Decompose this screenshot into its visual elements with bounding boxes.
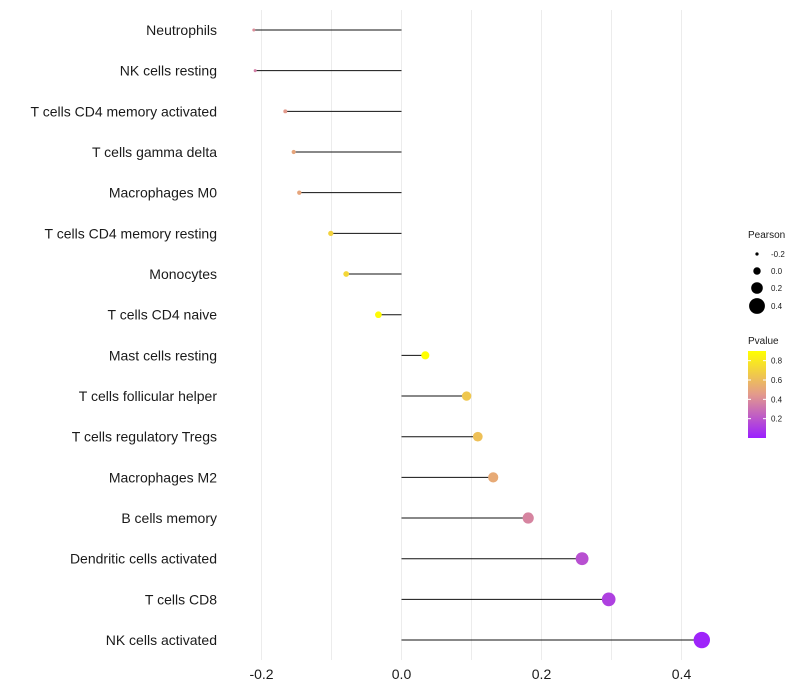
category-label: Monocytes [149,266,217,282]
pvalue-legend-label: 0.6 [771,376,783,385]
lollipop-dot [601,592,616,607]
lollipop-dot [291,149,296,155]
pvalue-legend-title: Pvalue [748,336,779,347]
pearson-legend-label: 0.2 [771,284,783,293]
category-labels: Neutrophils NK cells resting T cells CD4 m… [31,22,218,648]
lollipop-dot [421,351,430,360]
lollipop-dot [297,190,302,195]
x-tick-label: 0.2 [532,666,552,682]
pearson-legend-label: 0.4 [771,302,783,311]
pvalue-colorbar [748,351,766,438]
category-label: T cells CD4 memory resting [45,225,217,241]
pearson-legend: Pearson -0.2 0.0 0.2 0.4 [748,230,785,314]
pearson-legend-dot [755,252,759,256]
lollipop-dot [375,311,382,319]
lollipop-dots [252,28,711,649]
category-label: Dendritic cells activated [70,551,217,567]
category-label: T cells CD4 memory activated [31,103,217,119]
category-label: NK cells resting [120,63,217,79]
category-label: T cells CD4 naive [108,307,218,323]
lollipop-dot [472,431,483,442]
x-axis-ticks: -0.2 0.0 0.2 0.4 [249,666,691,682]
category-label: T cells regulatory Tregs [72,429,217,445]
lollipop-dot [343,271,350,277]
lollipop-dot [253,69,257,73]
category-label: Macrophages M0 [109,185,217,201]
category-label: Neutrophils [146,22,217,38]
x-tick-label: 0.0 [392,666,412,682]
category-label: T cells gamma delta [92,144,217,160]
category-label: Macrophages M2 [109,469,217,485]
pvalue-legend-label: 0.4 [771,395,783,404]
grid-lines [261,10,682,660]
pearson-legend-dot [751,282,763,294]
lollipop-dot [328,230,334,237]
category-label: T cells CD8 [145,591,217,607]
pearson-legend-title: Pearson [748,230,785,241]
pearson-legend-dot [753,267,761,275]
lollipop-dot [252,28,256,32]
pearson-legend-label: 0.0 [771,267,783,276]
pvalue-legend-label: 0.2 [771,415,783,424]
lollipop-dot [488,472,499,483]
category-label: Mast cells resting [109,347,217,363]
lollipop-stems [253,29,702,641]
category-label: T cells follicular helper [79,388,218,404]
lollipop-dot [693,631,711,649]
lollipop-dot [461,391,472,401]
category-label: B cells memory [121,510,217,526]
category-label: NK cells activated [106,632,217,648]
lollipop-dot [522,512,534,524]
pvalue-legend: Pvalue 0.8 0.6 0.4 0.2 [748,336,783,438]
pvalue-legend-label: 0.8 [771,357,783,366]
x-tick-label: 0.4 [672,666,692,682]
x-tick-label: -0.2 [249,666,273,682]
lollipop-dot [575,552,589,566]
lollipop-dot [283,109,288,114]
pearson-legend-dot [749,298,765,314]
pearson-legend-label: -0.2 [771,250,785,259]
